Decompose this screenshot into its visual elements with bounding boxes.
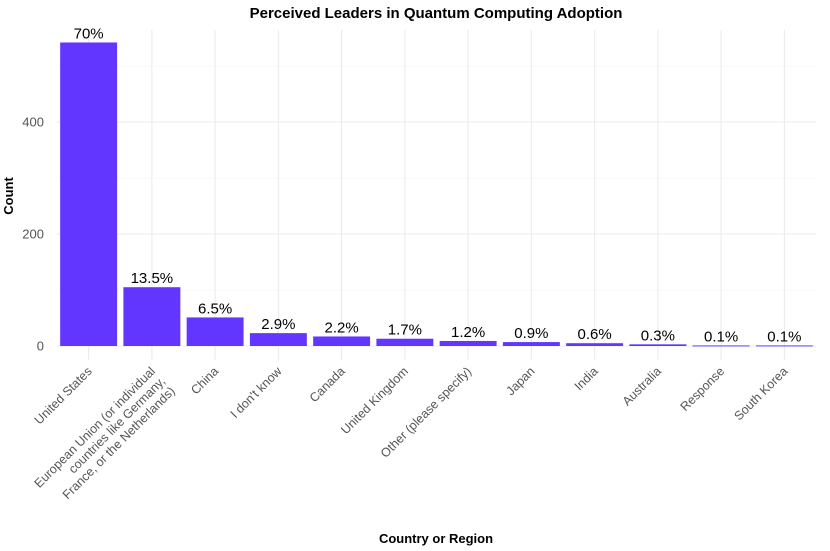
x-tick-label: Australia [620,364,664,408]
x-tick-label-line: I don't know [228,364,285,421]
bar-data-label: 0.6% [578,326,612,343]
bar-data-label: 2.9% [261,316,295,333]
bar [502,342,560,346]
chart-title: Perceived Leaders in Quantum Computing A… [250,5,623,22]
bar-data-label: 6.5% [198,300,232,317]
x-tick-label: United States [32,364,95,427]
bar [629,344,687,346]
bar [376,338,434,346]
bar [186,317,244,346]
bar-data-label: 70% [74,25,104,42]
x-tick-label-line: Australia [620,364,664,408]
bar [439,340,497,346]
bar-data-label: 2.2% [325,319,359,336]
bar [755,345,813,347]
x-axis-title: Country or Region [379,531,493,546]
x-tick-label-line: South Korea [731,364,790,423]
x-tick-label: Response [678,364,728,414]
bar [313,336,371,346]
bar-data-label: 0.3% [641,327,675,344]
x-tick-label-line: China [188,364,221,397]
bar-data-label: 13.5% [131,270,174,287]
bar [692,345,750,347]
bar [60,42,118,346]
x-tick-label: China [188,364,221,397]
x-tick-label-line: Response [678,364,728,414]
bar [123,287,181,346]
y-tick-label: 0 [37,339,44,354]
bar-data-label: 0.1% [767,328,801,345]
y-axis-title: Count [1,177,16,215]
x-tick-label: Canada [307,364,348,405]
x-tick-label-line: United Kingdom [338,364,411,437]
x-tick-label: I don't know [228,364,285,421]
x-tick-label-line: India [572,364,601,393]
y-tick-label: 200 [22,227,44,242]
x-tick-label-line: countries like Germany, [66,374,168,476]
x-tick-label: United Kingdom [338,364,411,437]
bar [249,333,307,346]
x-tick-label-line: Japan [504,364,538,398]
x-tick-label: India [572,364,601,393]
x-tick-label-line: Canada [307,364,348,405]
x-tick-label: European Union (or individualcountries l… [32,364,178,510]
x-tick-label-line: United States [32,364,95,427]
y-tick-label: 400 [22,115,44,130]
bar-data-label: 0.1% [704,328,738,345]
bar [566,343,624,346]
bars [60,42,813,347]
bar-labels: 70% 13.5% 6.5% 2.9% 2.2% 1.7% 1.2% 0.9% 0.6% 0.3%… [74,25,802,345]
bar-data-label: 0.9% [514,325,548,342]
bar-data-label: 1.2% [451,324,485,341]
y-axis-ticks: 0 200 400 [22,115,44,354]
bar-data-label: 1.7% [388,322,422,339]
x-tick-label: Japan [504,364,538,398]
x-tick-label: South Korea [731,364,790,423]
grid-lines [57,30,816,360]
